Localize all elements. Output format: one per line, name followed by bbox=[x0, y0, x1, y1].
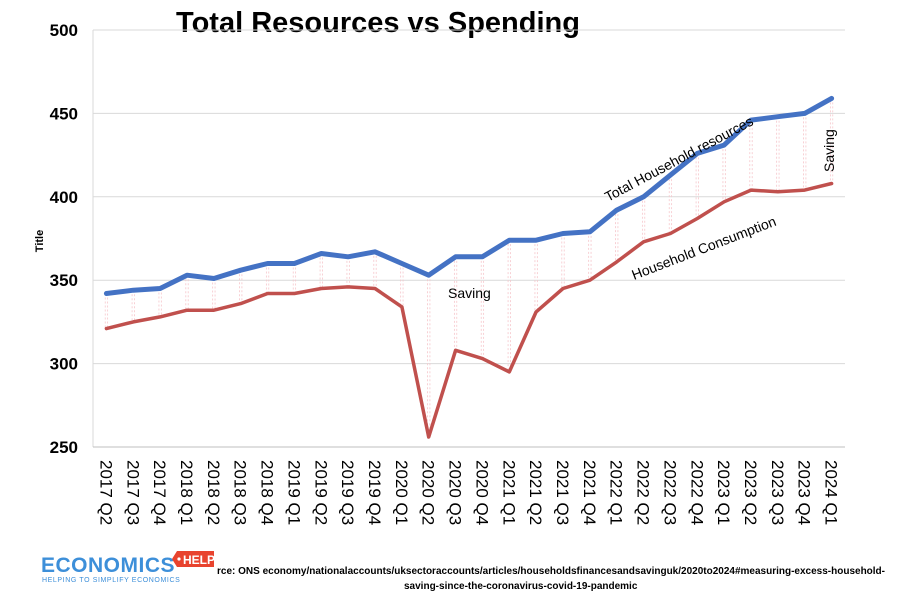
annotation-saving-right: Saving bbox=[821, 129, 837, 172]
x-tick-label: 2024 Q1 bbox=[822, 460, 841, 525]
series-line-household-consumption bbox=[104, 181, 834, 439]
x-tick-label: 2020 Q3 bbox=[446, 460, 465, 525]
tag-hole-icon bbox=[177, 557, 181, 561]
source-line-2: saving-since-the-coronavirus-covid-19-pa… bbox=[404, 581, 638, 592]
x-tick-label: 2018 Q3 bbox=[231, 460, 250, 525]
x-tick-label: 2017 Q4 bbox=[150, 460, 169, 525]
x-tick-label: 2017 Q3 bbox=[123, 460, 142, 525]
x-tick-label: 2022 Q3 bbox=[660, 460, 679, 525]
x-tick-label: 2022 Q2 bbox=[634, 460, 653, 525]
chart-title: Total Resources vs Spending bbox=[176, 7, 580, 39]
x-tick-label: 2023 Q3 bbox=[768, 460, 787, 525]
x-tick-label: 2023 Q1 bbox=[714, 460, 733, 525]
x-tick-label: 2017 Q2 bbox=[96, 460, 115, 525]
x-tick-label: 2023 Q4 bbox=[795, 460, 814, 525]
x-tick-label: 2021 Q3 bbox=[553, 460, 572, 525]
x-tick-label: 2019 Q3 bbox=[338, 460, 357, 525]
x-tick-label: 2018 Q2 bbox=[204, 460, 223, 525]
economics-help-logo: ECONOMICS HELP HELPING TO SIMPLIFY ECONO… bbox=[41, 551, 215, 584]
x-tick-label: 2020 Q1 bbox=[392, 460, 411, 525]
x-tick-label: 2022 Q4 bbox=[687, 460, 706, 525]
series-line-total-resources bbox=[103, 95, 835, 296]
help-tag-shape bbox=[172, 551, 214, 567]
x-tick-label: 2021 Q1 bbox=[499, 460, 518, 525]
source-line-1: rce: ONS economy/nationalaccounts/uksect… bbox=[217, 566, 885, 577]
y-tick-label: 350 bbox=[50, 271, 78, 290]
logo-wordmark: ECONOMICS bbox=[41, 554, 175, 577]
y-axis-label: Title bbox=[34, 230, 46, 252]
annotation-household-consumption: Household Consumption bbox=[629, 213, 778, 283]
y-axis-ticks: 250 300 350 400 450 500 bbox=[50, 21, 78, 457]
annotation-saving-mid: Saving bbox=[448, 285, 491, 301]
x-tick-label: 2022 Q1 bbox=[607, 460, 626, 525]
y-tick-label: 450 bbox=[50, 104, 78, 123]
y-tick-label: 400 bbox=[50, 188, 78, 207]
x-tick-label: 2020 Q4 bbox=[472, 460, 491, 525]
y-tick-label: 300 bbox=[50, 355, 78, 374]
annotation-total-resources: Total Household resources bbox=[602, 113, 756, 205]
saving-gap-shading bbox=[104, 98, 834, 437]
series-lines bbox=[103, 95, 835, 439]
logo-badge: HELP bbox=[183, 553, 215, 567]
x-tick-label: 2023 Q2 bbox=[741, 460, 760, 525]
y-tick-label: 250 bbox=[50, 438, 78, 457]
x-tick-label: 2019 Q2 bbox=[311, 460, 330, 525]
x-tick-label: 2020 Q2 bbox=[419, 460, 438, 525]
grid-lines bbox=[92, 29, 845, 448]
x-tick-label: 2019 Q4 bbox=[365, 460, 384, 525]
x-tick-label: 2021 Q2 bbox=[526, 460, 545, 525]
x-tick-label: 2019 Q1 bbox=[284, 460, 303, 525]
x-tick-label: 2018 Q4 bbox=[258, 460, 277, 525]
x-tick-label: 2021 Q4 bbox=[580, 460, 599, 525]
logo-tagline: HELPING TO SIMPLIFY ECONOMICS bbox=[42, 577, 180, 584]
x-axis-ticks: 2017 Q2 2017 Q3 2017 Q4 2018 Q1 2018 Q2 2018 … bbox=[96, 460, 840, 525]
x-tick-label: 2018 Q1 bbox=[177, 460, 196, 525]
y-tick-label: 500 bbox=[50, 21, 78, 40]
